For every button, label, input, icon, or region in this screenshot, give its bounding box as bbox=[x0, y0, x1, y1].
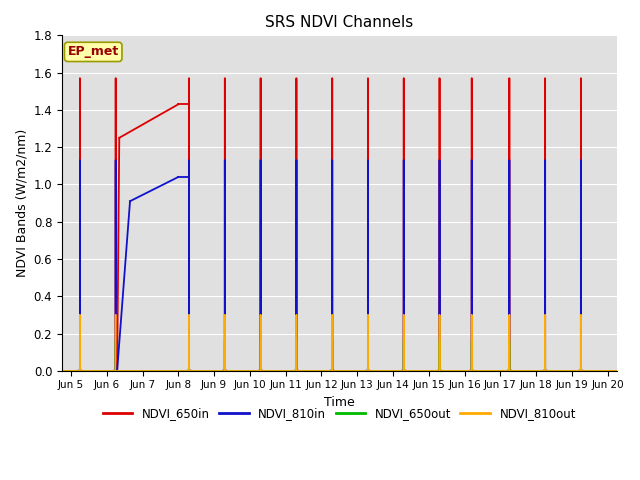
Text: EP_met: EP_met bbox=[68, 46, 119, 59]
Legend: NDVI_650in, NDVI_810in, NDVI_650out, NDVI_810out: NDVI_650in, NDVI_810in, NDVI_650out, NDV… bbox=[98, 403, 580, 425]
Title: SRS NDVI Channels: SRS NDVI Channels bbox=[265, 15, 413, 30]
Y-axis label: NDVI Bands (W/m2/nm): NDVI Bands (W/m2/nm) bbox=[15, 129, 28, 277]
X-axis label: Time: Time bbox=[324, 396, 355, 409]
